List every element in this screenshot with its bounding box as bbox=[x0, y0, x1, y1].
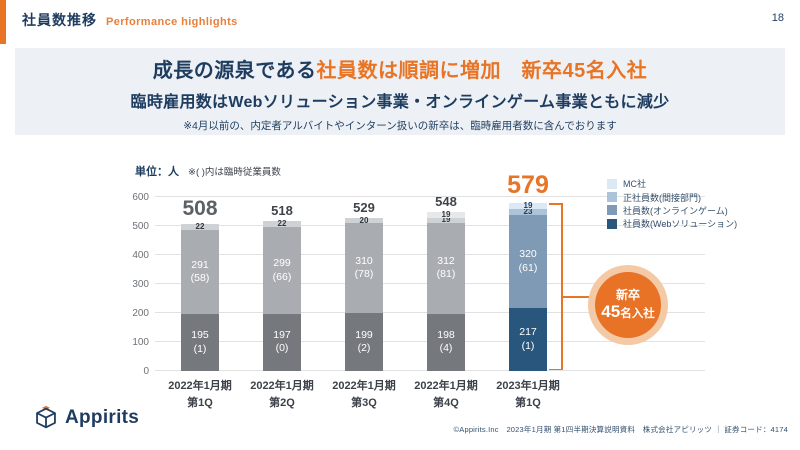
legend-swatch bbox=[607, 205, 617, 216]
annotation-bracket-vertical bbox=[561, 203, 563, 370]
legend-swatch bbox=[607, 192, 617, 203]
legend-label: 正社員数(間接部門) bbox=[623, 192, 701, 203]
total-label: 529 bbox=[353, 199, 375, 215]
unit-row: 単位：人 ※( )内は臨時従業員数 bbox=[135, 163, 281, 179]
total-label: 518 bbox=[271, 202, 293, 218]
legend-label: 社員数(Webソリューション) bbox=[623, 219, 738, 230]
total-label: 508 bbox=[182, 196, 218, 220]
bar-segment-web-solution: 199 (2) bbox=[345, 313, 383, 371]
bar-segment-online-game: 320 (61) bbox=[509, 215, 547, 309]
headline-line1-orange: 社員数は順調に増加 新卒45名入社 bbox=[316, 60, 648, 82]
header-subtitle: Performance highlights bbox=[106, 16, 238, 28]
legend-label: MC社 bbox=[623, 179, 646, 190]
x-axis-label: 2023年1月期 第1Q bbox=[496, 380, 560, 409]
bar-segment-mc: 19 bbox=[427, 211, 465, 218]
new-hire-count: 45 bbox=[601, 302, 621, 321]
total-label: 579 bbox=[507, 171, 549, 200]
new-hire-line1: 新卒 bbox=[615, 287, 640, 302]
header: 社員数推移 Performance highlights bbox=[22, 10, 238, 30]
bar-segment-web-solution: 217 (1) bbox=[509, 308, 547, 371]
y-tick-label: 200 bbox=[132, 308, 149, 319]
legend-swatch bbox=[607, 178, 617, 189]
bar-segment-web-solution: 197 (0) bbox=[263, 313, 301, 371]
new-hire-suffix: 名入社 bbox=[620, 308, 655, 320]
logo-text: Appirits bbox=[65, 407, 140, 428]
page-title: 社員数推移 bbox=[22, 12, 97, 28]
bar-segment-web-solution: 198 (4) bbox=[427, 313, 465, 371]
bar-segment-indirect: 23 bbox=[509, 208, 547, 216]
headline-line2: 臨時雇用数はWebソリューション事業・オンラインゲーム事業ともに減少 bbox=[130, 94, 670, 111]
gridline bbox=[155, 196, 705, 197]
legend: MC社正社員数(間接部門) 社員数(オンラインゲーム) 社員数(Webソリューション… bbox=[607, 177, 737, 231]
unit-note: ※( )内は臨時従業員数 bbox=[188, 167, 281, 178]
new-hire-line2: 45名入社 bbox=[601, 302, 654, 322]
x-axis-label: 2022年1月期 第2Q bbox=[250, 380, 314, 409]
legend-item: 社員数(Webソリューション) bbox=[607, 217, 737, 230]
y-tick-label: 100 bbox=[132, 337, 149, 348]
legend-label: 社員数(オンラインゲーム) bbox=[623, 205, 728, 216]
company-logo: Appirits bbox=[33, 405, 139, 431]
bar-segment-indirect: 22 bbox=[263, 219, 301, 228]
x-axis-label: 2022年1月期 第1Q bbox=[168, 380, 232, 409]
footer-copyright: ©Appirits.Inc 2023年1月期 第1四半期決算説明資料 株式会社ア… bbox=[453, 425, 788, 434]
headline-line1-navy: 成長の源泉である bbox=[152, 60, 317, 82]
x-axis-label: 2022年1月期 第4Q bbox=[414, 380, 478, 409]
bar-segment-online-game: 310 (78) bbox=[345, 223, 383, 314]
legend-item: 社員数(オンラインゲーム) bbox=[607, 204, 737, 217]
bar-segment-mc: 19 bbox=[509, 202, 547, 209]
annotation-connector bbox=[562, 296, 589, 298]
legend-swatch bbox=[607, 218, 617, 229]
bar-segment-online-game: 291 (58) bbox=[181, 230, 219, 315]
annotation-bracket-top-stub bbox=[549, 203, 562, 205]
headline-line1: 成長の源泉である社員数は順調に増加 新卒45名入社 bbox=[15, 58, 785, 84]
bar-segment-online-game: 312 (81) bbox=[427, 223, 465, 314]
accent-bar bbox=[0, 0, 6, 44]
bar-segment-online-game: 299 (66) bbox=[263, 227, 301, 314]
y-tick-label: 500 bbox=[132, 221, 149, 232]
headline-note: ※4月以前の、内定者アルバイトやインターン扱いの新卒は、臨時雇用者数に含んでおり… bbox=[183, 120, 617, 132]
headline-panel: 成長の源泉である社員数は順調に増加 新卒45名入社 臨時雇用数はWebソリューシ… bbox=[15, 48, 785, 135]
new-hire-badge-inner: 新卒 45名入社 bbox=[595, 272, 661, 338]
y-tick-label: 300 bbox=[132, 279, 149, 290]
unit-label: 単位：人 bbox=[135, 166, 179, 178]
cube-icon bbox=[36, 405, 56, 429]
bar-segment-indirect: 20 bbox=[345, 216, 383, 224]
bar-segment-indirect: 19 bbox=[427, 216, 465, 224]
new-hire-badge: 新卒 45名入社 bbox=[588, 265, 668, 345]
y-tick-label: 600 bbox=[132, 192, 149, 203]
legend-item: 正社員数(間接部門) bbox=[607, 190, 737, 203]
plot-area: 0 100 200 300 400 500 600 195 (1) 291 (58) 22 508 202… bbox=[132, 171, 705, 409]
y-tick-label: 0 bbox=[143, 366, 149, 377]
y-tick-label: 400 bbox=[132, 250, 149, 261]
bar-segment-web-solution: 195 (1) bbox=[181, 314, 219, 371]
bar-segment-indirect: 22 bbox=[181, 222, 219, 231]
total-label: 548 bbox=[435, 194, 457, 210]
annotation-bracket-bottom-stub bbox=[549, 368, 562, 370]
legend-item: MC社 bbox=[607, 177, 737, 190]
x-axis-label: 2022年1月期 第3Q bbox=[332, 380, 396, 409]
page-number: 18 bbox=[771, 12, 784, 24]
